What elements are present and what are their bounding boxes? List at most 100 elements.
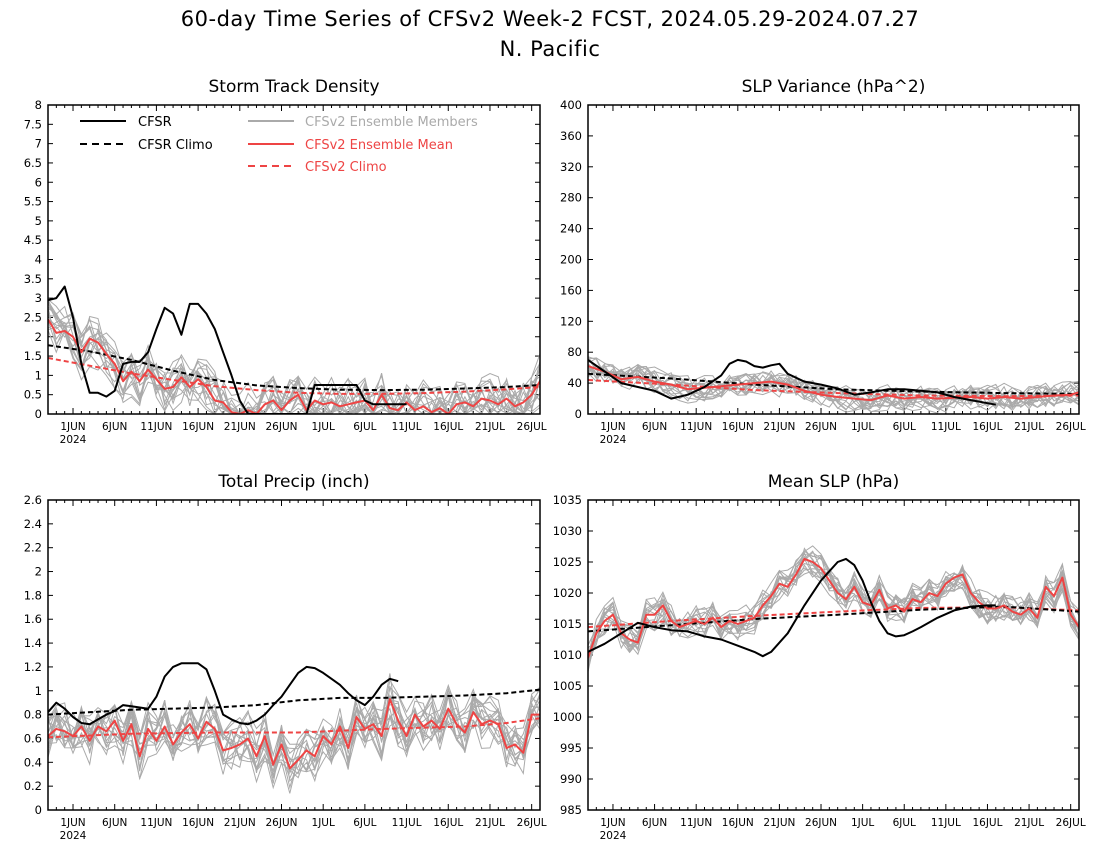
y-tick-label: 0.5 xyxy=(24,388,42,402)
y-tick-label: 1 xyxy=(35,684,42,698)
y-tick-label: 0 xyxy=(35,407,42,421)
x-tick-label: 21JUL xyxy=(475,421,505,433)
y-tick-label: 1005 xyxy=(553,679,582,693)
x-tick-label: 16JUL xyxy=(433,421,463,433)
x-tick-label: 16JUN xyxy=(722,421,754,433)
y-tick-label: 0.2 xyxy=(24,779,42,793)
legend-label-members: CFSv2 Ensemble Members xyxy=(305,115,478,130)
x-tick-label: 6JUL xyxy=(353,817,376,829)
y-tick-label: 1.2 xyxy=(24,660,42,674)
x-tick-label: 16JUN xyxy=(182,421,214,433)
x-year-label: 2024 xyxy=(600,830,627,842)
x-tick-label: 26JUN xyxy=(805,817,837,829)
y-tick-label: 320 xyxy=(560,160,582,174)
y-tick-label: 0.4 xyxy=(24,755,42,769)
y-tick-label: 985 xyxy=(560,803,582,817)
y-tick-label: 0 xyxy=(35,803,42,817)
x-tick-label: 6JUN xyxy=(102,817,127,829)
y-tick-label: 1.6 xyxy=(24,612,42,626)
y-tick-label: 6 xyxy=(35,175,42,189)
series-cfsv2-climo xyxy=(48,357,540,395)
x-tick-label: 1JUL xyxy=(851,817,874,829)
chart-title: Total Precip (inch) xyxy=(217,472,369,492)
chart-panel-1: SLP Variance (hPa^2) 0 40 80 120 160 200 240 280… xyxy=(560,77,1086,446)
y-tick-label: 1.4 xyxy=(24,636,42,650)
x-tick-label: 6JUN xyxy=(102,421,127,433)
y-tick-label: 990 xyxy=(560,772,582,786)
x-tick-label: 21JUL xyxy=(475,817,505,829)
x-tick-label: 21JUL xyxy=(1014,421,1044,433)
y-tick-label: 1020 xyxy=(553,586,582,600)
x-tick-label: 26JUN xyxy=(265,817,297,829)
ensemble-member-line xyxy=(48,685,540,779)
ensemble-member-line xyxy=(48,300,540,414)
plot-frame xyxy=(587,499,1080,811)
x-tick-label: 26JUL xyxy=(1056,421,1086,433)
y-tick-label: 4 xyxy=(35,253,42,267)
y-tick-label: 7 xyxy=(35,137,42,151)
legend-label-cfsr: CFSR xyxy=(138,115,172,130)
y-tick-label: 2 xyxy=(35,330,42,344)
y-tick-label: 1.5 xyxy=(24,349,42,363)
x-tick-label: 11JUL xyxy=(392,421,422,433)
series-cfsv2-climo xyxy=(48,717,540,739)
ensemble-member-line xyxy=(48,694,540,790)
chart-panel-0: Storm Track Density 0 0.5 1 1.5 2 2.5 3 3.5 4 4.5 5… xyxy=(24,77,547,446)
legend: CFSR CFSR Climo CFSv2 Ensemble Members C… xyxy=(80,115,478,175)
legend-label-cfsr-climo: CFSR Climo xyxy=(138,138,213,153)
x-tick-label: 6JUL xyxy=(353,421,376,433)
y-tick-label: 80 xyxy=(567,345,582,359)
y-tick-label: 120 xyxy=(560,314,582,328)
x-tick-label: 1JUN xyxy=(60,817,85,829)
y-tick-label: 5 xyxy=(35,214,42,228)
ensemble-member-line xyxy=(588,557,1079,664)
series-cfsv2-ensemble-mean xyxy=(48,318,540,414)
ensemble-member-line xyxy=(48,302,540,414)
plot-area xyxy=(588,356,1079,414)
x-tick-label: 21JUN xyxy=(224,817,256,829)
page-subtitle: N. Pacific xyxy=(500,37,601,61)
y-tick-label: 2 xyxy=(35,565,42,579)
x-tick-label: 1JUN xyxy=(60,421,85,433)
x-tick-label: 11JUN xyxy=(680,421,712,433)
x-tick-label: 1JUL xyxy=(312,421,335,433)
y-tick-label: 7.5 xyxy=(24,117,42,131)
chart-panel-2: Total Precip (inch) 0 0.2 0.4 0.6 0.8 1 1.2 1.4 1… xyxy=(24,472,547,842)
series-cfsr-climo xyxy=(48,688,540,716)
y-tick-label: 1035 xyxy=(553,493,582,507)
ensemble-member-line xyxy=(48,299,540,414)
y-tick-label: 1030 xyxy=(553,524,582,538)
x-tick-label: 16JUN xyxy=(722,817,754,829)
ensemble-member-line xyxy=(588,366,1079,410)
x-tick-label: 21JUN xyxy=(224,421,256,433)
x-tick-label: 1JUN xyxy=(600,817,625,829)
y-tick-label: 200 xyxy=(560,253,582,267)
ensemble-member-line xyxy=(588,550,1079,646)
series-cfsv2-ensemble-mean xyxy=(48,698,540,770)
x-tick-label: 21JUN xyxy=(763,421,795,433)
y-tick-label: 280 xyxy=(560,191,582,205)
x-tick-label: 11JUL xyxy=(392,817,422,829)
y-tick-label: 1000 xyxy=(553,710,582,724)
chart-title: Mean SLP (hPa) xyxy=(768,472,900,492)
series-cfsr-climo xyxy=(48,344,540,392)
x-tick-label: 26JUL xyxy=(517,817,547,829)
x-year-label: 2024 xyxy=(60,830,87,842)
x-tick-label: 11JUN xyxy=(140,421,172,433)
series-cfsr xyxy=(48,662,399,726)
y-tick-label: 2.4 xyxy=(24,517,42,531)
y-tick-label: 360 xyxy=(560,129,582,143)
x-tick-label: 11JUL xyxy=(931,817,961,829)
x-tick-label: 11JUL xyxy=(931,421,961,433)
series-cfsr xyxy=(48,285,407,414)
y-tick-label: 8 xyxy=(35,98,42,112)
x-tick-label: 16JUL xyxy=(972,421,1002,433)
series-cfsr xyxy=(588,358,996,406)
x-tick-label: 21JUL xyxy=(1014,817,1044,829)
y-tick-label: 2.6 xyxy=(24,493,42,507)
series-cfsr xyxy=(588,557,996,658)
x-tick-label: 6JUL xyxy=(893,421,916,433)
y-tick-label: 3 xyxy=(35,291,42,305)
plot-frame xyxy=(47,499,541,811)
